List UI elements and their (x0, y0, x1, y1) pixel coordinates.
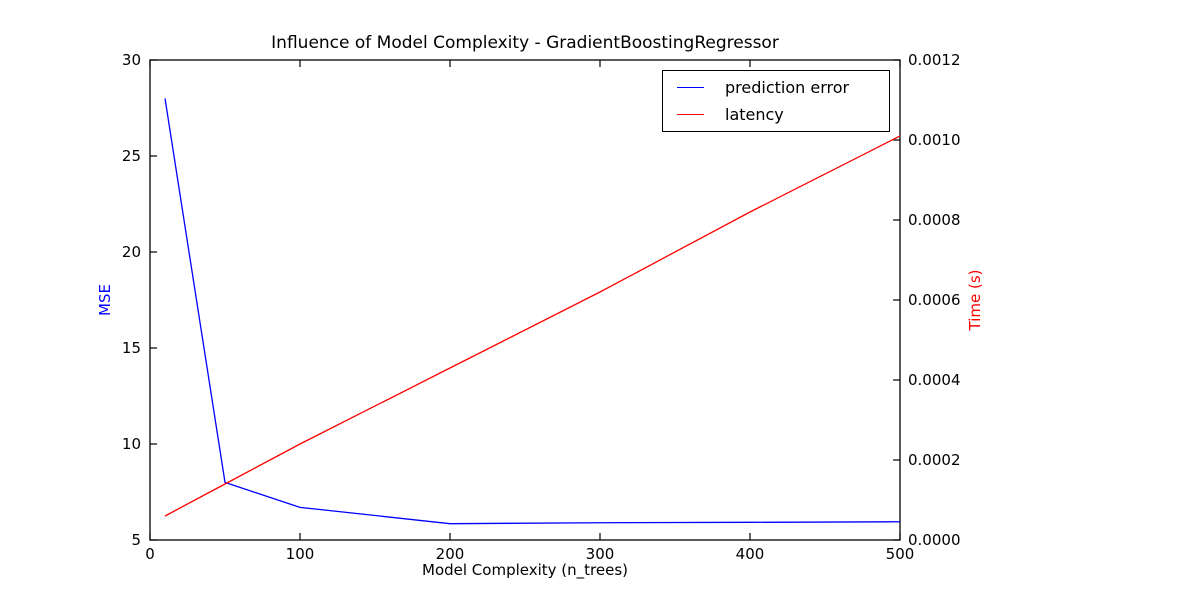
y-axis-label-left: MSE (96, 284, 114, 316)
y-left-tick-label: 20 (122, 243, 141, 261)
x-tick-label: 0 (145, 545, 155, 563)
legend-label-prediction-error: prediction error (725, 78, 850, 98)
y-right-tick-label: 0.0002 (908, 451, 961, 469)
x-tick-label: 500 (886, 545, 915, 563)
chart-title: Influence of Model Complexity - Gradient… (271, 33, 779, 53)
y-right-tick-label: 0.0008 (908, 211, 961, 229)
y-right-tick-label: 0.0004 (908, 371, 961, 389)
x-tick-label: 400 (736, 545, 765, 563)
plot-frame (149, 59, 901, 541)
y-right-tick-label: 0.0010 (908, 131, 961, 149)
y-left-tick-label: 15 (122, 339, 141, 357)
y-right-tick-label: 0.0012 (908, 51, 961, 69)
y-left-tick-label: 30 (122, 51, 141, 69)
legend-label-latency: latency (725, 104, 784, 124)
y-right-tick-label: 0.0000 (908, 531, 961, 549)
y-left-tick-label: 25 (122, 147, 141, 165)
x-tick-label: 100 (286, 545, 315, 563)
y-axis-label-right: Time (s) (966, 269, 984, 331)
legend: prediction error latency (662, 70, 890, 132)
x-tick-label: 300 (586, 545, 615, 563)
y-left-tick-label: 5 (131, 531, 141, 549)
legend-item-latency: latency (663, 105, 889, 124)
x-tick-label: 200 (436, 545, 465, 563)
series-line-latency (164, 135, 901, 517)
series-line-prediction-error (164, 98, 901, 525)
prediction-error-line-swatch (677, 87, 704, 89)
legend-item-prediction-error: prediction error (663, 78, 889, 97)
x-axis-label: Model Complexity (n_trees) (422, 561, 628, 579)
y-left-tick-label: 10 (122, 435, 141, 453)
latency-line-swatch (677, 113, 704, 115)
y-right-tick-label: 0.0006 (908, 291, 961, 309)
